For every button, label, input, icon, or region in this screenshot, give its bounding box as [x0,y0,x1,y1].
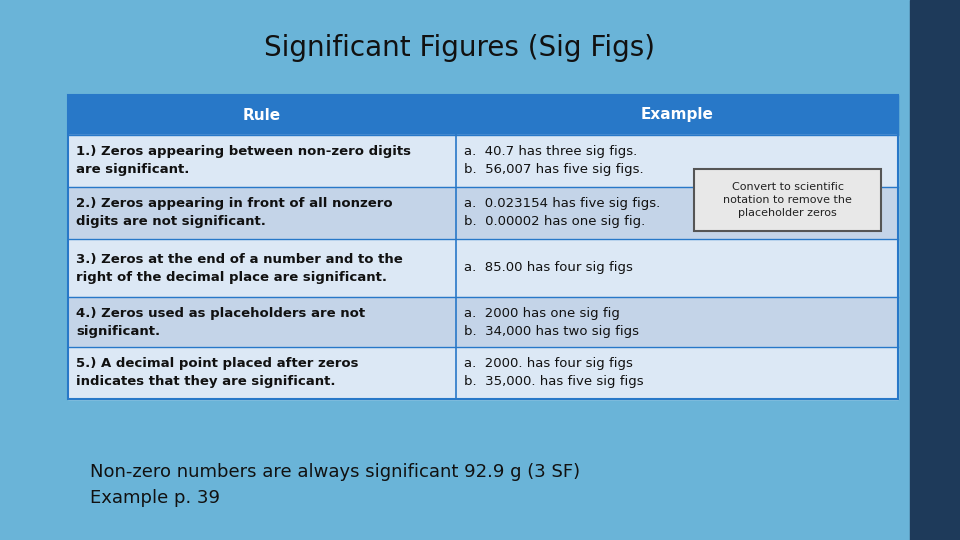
Text: Rule: Rule [243,107,281,123]
Bar [68,135,456,187]
Text: Convert to scientific
notation to remove the
placeholder zeros: Convert to scientific notation to remove… [723,182,852,218]
Bar [456,239,898,297]
Bar [68,95,898,399]
Text: 5.) A decimal point placed after zeros
indicates that they are significant.: 5.) A decimal point placed after zeros i… [76,357,358,388]
Text: a.  2000 has one sig fig
b.  34,000 has two sig figs: a. 2000 has one sig fig b. 34,000 has tw… [464,307,639,338]
Bar [456,187,898,239]
Bar [456,297,898,347]
Bar [68,187,456,239]
Text: Significant Figures (Sig Figs): Significant Figures (Sig Figs) [265,34,656,62]
Bar [456,347,898,399]
Bar [68,347,456,399]
FancyBboxPatch shape [694,169,881,231]
Bar [68,239,456,297]
Bar [456,135,898,187]
Text: a.  85.00 has four sig figs: a. 85.00 has four sig figs [464,261,633,274]
Text: Example p. 39: Example p. 39 [90,489,220,507]
Bar [68,95,898,135]
Text: a.  0.023154 has five sig figs.
b.  0.00002 has one sig fig.: a. 0.023154 has five sig figs. b. 0.0000… [464,198,660,228]
Text: a.  2000. has four sig figs
b.  35,000. has five sig figs: a. 2000. has four sig figs b. 35,000. ha… [464,357,643,388]
Text: 4.) Zeros used as placeholders are not
significant.: 4.) Zeros used as placeholders are not s… [76,307,365,338]
Bar [68,297,456,347]
Text: 3.) Zeros at the end of a number and to the
right of the decimal place are signi: 3.) Zeros at the end of a number and to … [76,253,403,284]
Text: Non-zero numbers are always significant 92.9 g (3 SF): Non-zero numbers are always significant … [90,463,580,481]
Text: 1.) Zeros appearing between non-zero digits
are significant.: 1.) Zeros appearing between non-zero dig… [76,145,411,177]
Text: 2.) Zeros appearing in front of all nonzero
digits are not significant.: 2.) Zeros appearing in front of all nonz… [76,198,393,228]
Bar [910,0,960,540]
Text: Example: Example [640,107,713,123]
Text: a.  40.7 has three sig figs.
b.  56,007 has five sig figs.: a. 40.7 has three sig figs. b. 56,007 ha… [464,145,643,177]
